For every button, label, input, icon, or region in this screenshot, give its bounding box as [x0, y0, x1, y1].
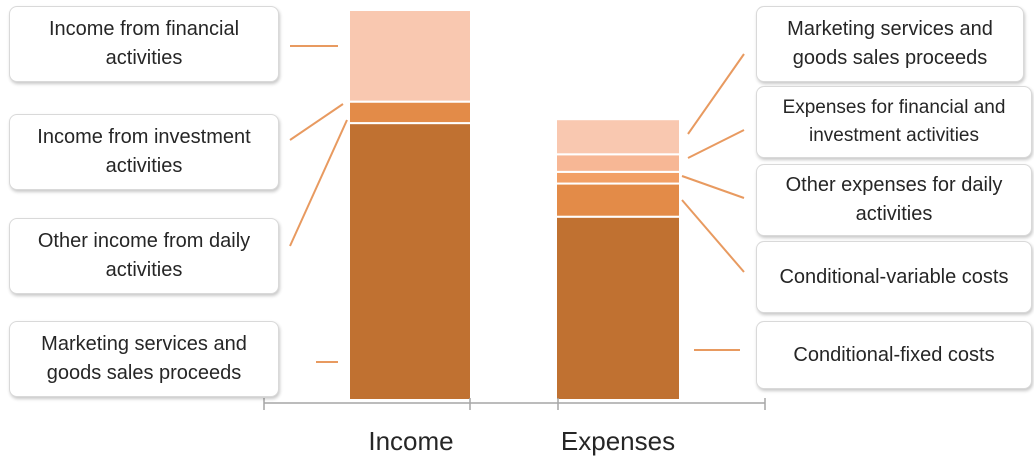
leader-line-7 [681, 199, 745, 273]
bar-segment-expenses-3 [555, 153, 681, 173]
callout-text: Marketing services and goods sales proce… [787, 18, 993, 69]
bars-group [348, 9, 681, 401]
callout-expenses-conditional-fixed: Conditional-fixed costs [756, 321, 1032, 389]
leader-line-1 [289, 103, 344, 141]
category-label-expenses: Expenses [561, 426, 675, 456]
callout-text: Expenses for financial and investment ac… [782, 97, 1006, 146]
callout-text: Other income from daily activities [37, 230, 251, 281]
leader-line-5 [687, 129, 745, 159]
leader-line-4 [687, 53, 745, 135]
callout-text: Income from investment activities [37, 126, 251, 177]
bar-segment-expenses-0 [555, 215, 681, 401]
leader-line-6 [681, 175, 745, 199]
bar-segment-expenses-2 [555, 170, 681, 185]
bar-segment-income-2 [348, 100, 472, 125]
callout-text: Marketing services and goods sales proce… [41, 333, 247, 384]
leader-lines [289, 45, 745, 363]
bar-segment-expenses-4 [555, 118, 681, 156]
callout-expenses-financial-investment: Expenses for financial and investment ac… [756, 86, 1032, 158]
callout-text: Other expenses for daily activities [785, 174, 1003, 225]
callout-text: Conditional-variable costs [779, 265, 1009, 288]
category-label-income: Income [368, 426, 453, 456]
callout-income-investment: Income from investment activities [9, 114, 279, 190]
callout-expenses-conditional-variable: Conditional-variable costs [756, 241, 1032, 313]
callout-text: Income from financial activities [48, 18, 240, 69]
bar-segment-expenses-1 [555, 182, 681, 218]
callout-expenses-marketing: Marketing services and goods sales proce… [756, 6, 1024, 82]
leader-line-2 [289, 119, 348, 247]
callout-expenses-other-daily: Other expenses for daily activities [756, 164, 1032, 236]
callout-text: Conditional-fixed costs [793, 343, 995, 366]
bar-segment-income-3 [348, 9, 472, 103]
bar-segment-income-0 [348, 122, 472, 401]
x-axis [263, 398, 766, 410]
callout-income-marketing: Marketing services and goods sales proce… [9, 321, 279, 397]
callout-income-financial: Income from financial activities [9, 6, 279, 82]
callout-income-other-daily: Other income from daily activities [9, 218, 279, 294]
